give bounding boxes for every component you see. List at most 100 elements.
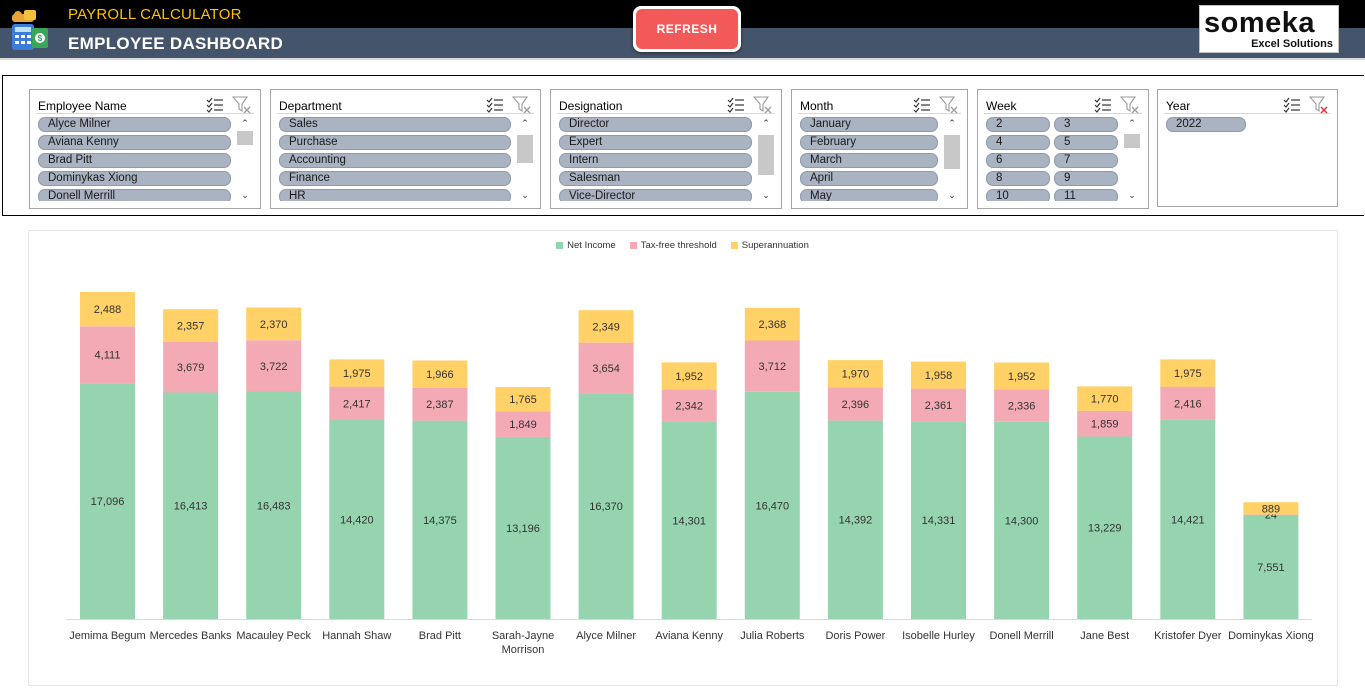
slicer-item[interactable]: Dominykas Xiong [38,171,231,186]
bar-segment-tax-free-threshold[interactable] [994,389,1050,422]
slicer-item[interactable]: 7 [1054,153,1118,168]
bar-segment-net-income[interactable] [994,421,1050,619]
bar-segment-superannuation[interactable] [80,292,135,327]
multi-select-icon[interactable] [1094,97,1112,113]
bar-segment-superannuation[interactable] [163,309,219,342]
slicer-scrollbar[interactable]: ⌃ ⌄ [517,117,533,201]
clear-filter-icon[interactable] [753,96,773,114]
slicer-item[interactable]: Sales [279,117,511,132]
slicer-item[interactable]: 4 [986,135,1050,150]
bar-segment-net-income[interactable] [911,421,966,619]
bar-segment-net-income[interactable] [412,420,468,619]
scroll-down-arrow-icon[interactable]: ⌄ [762,190,770,200]
bar-segment-superannuation[interactable] [661,362,717,390]
slicer-item[interactable]: Salesman [559,171,752,186]
slicer-item[interactable]: 8 [986,171,1050,186]
bar-segment-tax-free-threshold[interactable] [1077,410,1133,437]
scroll-down-arrow-icon[interactable]: ⌄ [948,190,956,200]
multi-select-icon[interactable] [206,97,224,113]
scroll-up-arrow-icon[interactable]: ⌃ [948,118,956,128]
slicer-item[interactable]: Finance [279,171,511,186]
bar-segment-tax-free-threshold[interactable] [744,340,800,392]
bar-segment-superannuation[interactable] [1077,386,1133,411]
slicer-item[interactable]: April [800,171,938,186]
slicer-item[interactable]: Director [559,117,752,132]
bar-segment-superannuation[interactable] [911,361,966,389]
slicer-item[interactable]: Expert [559,135,752,150]
slicer-item[interactable]: 3 [1054,117,1118,132]
slicer-item[interactable]: January [800,117,938,132]
bar-segment-net-income[interactable] [495,436,551,619]
slicer-item[interactable]: Accounting [279,153,511,168]
slicer-scrollbar[interactable]: ⌃ ⌄ [1124,117,1140,201]
slicer-item[interactable]: March [800,153,938,168]
bar-segment-tax-free-threshold[interactable] [495,411,551,437]
scroll-thumb[interactable] [517,135,533,163]
bar-segment-superannuation[interactable] [994,362,1050,390]
slicer-item[interactable]: 5 [1054,135,1118,150]
bar-segment-net-income[interactable] [1160,420,1216,619]
bar-segment-net-income[interactable] [578,393,634,619]
bar-segment-tax-free-threshold[interactable] [1160,386,1216,420]
slicer-item[interactable]: HR [279,189,511,201]
bar-segment-net-income[interactable] [1243,514,1299,619]
bar-segment-superannuation[interactable] [412,360,468,388]
multi-select-icon[interactable] [913,97,931,113]
multi-select-icon[interactable] [486,97,504,113]
multi-select-icon[interactable] [727,97,745,113]
bar-segment-net-income[interactable] [163,392,219,620]
slicer-item[interactable]: Aviana Kenny [38,135,231,150]
scroll-down-arrow-icon[interactable]: ⌄ [1128,190,1136,200]
bar-segment-tax-free-threshold[interactable] [329,386,385,420]
clear-filter-icon[interactable] [1309,96,1329,114]
slicer-item[interactable]: May [800,189,938,201]
bar-segment-net-income[interactable] [827,420,883,619]
bar-segment-tax-free-threshold[interactable] [661,389,717,422]
scroll-up-arrow-icon[interactable]: ⌃ [762,118,770,128]
bar-segment-tax-free-threshold[interactable] [827,387,883,421]
bar-segment-net-income[interactable] [744,391,800,619]
bar-segment-tax-free-threshold[interactable] [246,340,302,392]
bar-segment-superannuation[interactable] [1243,502,1299,515]
bar-segment-net-income[interactable] [1077,436,1133,619]
scroll-up-arrow-icon[interactable]: ⌃ [521,118,529,128]
slicer-item[interactable]: February [800,135,938,150]
bar-segment-superannuation[interactable] [1160,359,1216,387]
slicer-scrollbar[interactable]: ⌃ ⌄ [758,117,774,201]
scroll-down-arrow-icon[interactable]: ⌄ [521,190,529,200]
slicer-scrollbar[interactable]: ⌃ ⌄ [944,117,960,201]
clear-filter-icon[interactable] [232,96,252,114]
bar-segment-superannuation[interactable] [744,307,800,341]
bar-segment-superannuation[interactable] [246,307,302,341]
bar-segment-tax-free-threshold[interactable] [163,341,219,393]
slicer-scrollbar[interactable]: ⌃ ⌄ [237,117,253,201]
multi-select-icon[interactable] [1283,97,1301,113]
clear-filter-icon[interactable] [1120,96,1140,114]
bar-segment-superannuation[interactable] [495,387,551,412]
bar-segment-net-income[interactable] [80,383,135,619]
bar-segment-superannuation[interactable] [578,310,634,343]
bar-segment-superannuation[interactable] [329,359,385,387]
scroll-up-arrow-icon[interactable]: ⌃ [1128,118,1136,128]
slicer-item[interactable]: Intern [559,153,752,168]
scroll-thumb[interactable] [944,135,960,169]
bar-segment-net-income[interactable] [661,421,717,619]
slicer-item[interactable]: Vice-Director [559,189,752,201]
scroll-thumb[interactable] [1124,134,1140,148]
scroll-thumb[interactable] [758,135,774,175]
bar-segment-tax-free-threshold[interactable] [911,388,966,422]
scroll-thumb[interactable] [237,131,253,145]
slicer-item[interactable]: 2 [986,117,1050,132]
bar-segment-net-income[interactable] [329,420,385,619]
bar-segment-net-income[interactable] [246,391,302,620]
slicer-item[interactable]: 6 [986,153,1050,168]
bar-segment-tax-free-threshold[interactable] [412,387,468,421]
bar-segment-superannuation[interactable] [827,360,883,388]
slicer-item[interactable]: 2022 [1166,117,1246,132]
slicer-item[interactable]: Alyce Milner [38,117,231,132]
scroll-up-arrow-icon[interactable]: ⌃ [241,118,249,128]
slicer-item[interactable]: Brad Pitt [38,153,231,168]
bar-segment-tax-free-threshold[interactable] [80,326,135,383]
refresh-button[interactable]: REFRESH [633,6,741,52]
clear-filter-icon[interactable] [512,96,532,114]
